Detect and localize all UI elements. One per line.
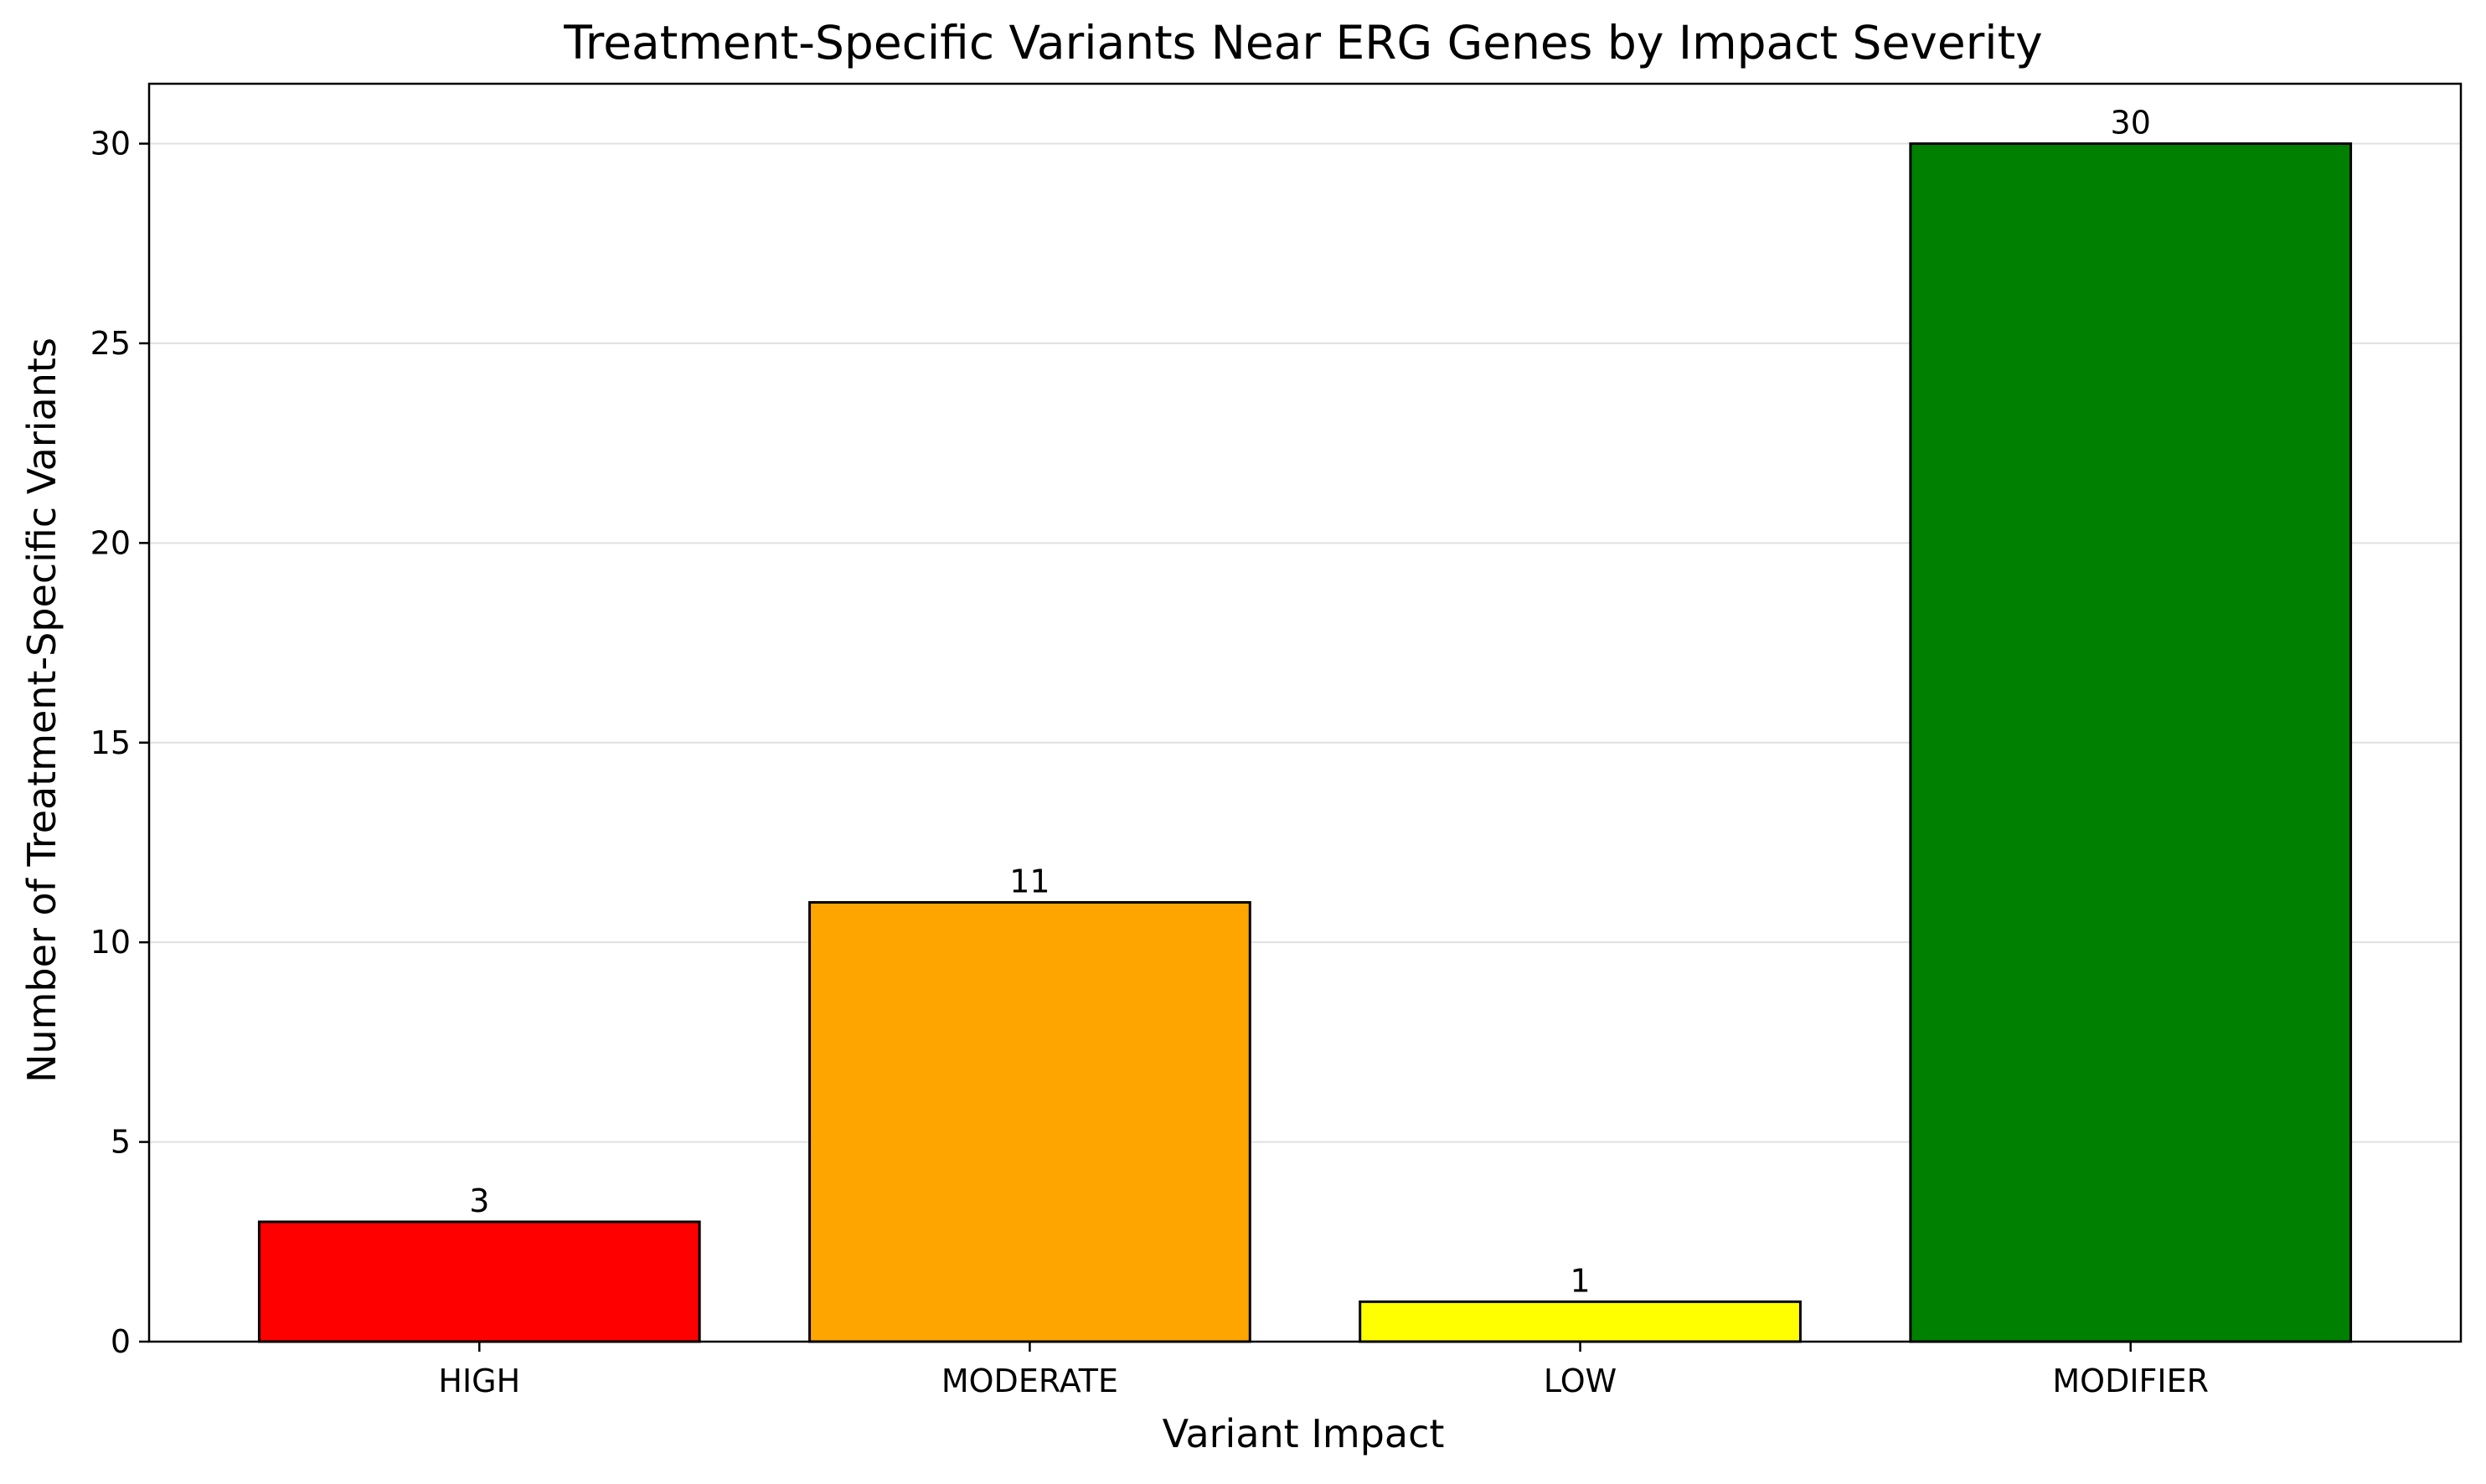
y-tick-label: 15 xyxy=(90,724,131,761)
bar-moderate xyxy=(808,900,1251,1343)
x-axis-ticks: HIGH MODERATE LOW MODIFIER xyxy=(438,1342,2209,1399)
bar-value-label: 3 xyxy=(469,1183,489,1219)
x-axis-label: Variant Impact xyxy=(1163,1411,1445,1456)
y-axis-ticks: 0 5 10 15 20 25 30 xyxy=(90,126,149,1360)
plot-area-frame xyxy=(147,82,2463,1343)
x-tick-label: LOW xyxy=(1544,1363,1617,1399)
bar-value-label: 11 xyxy=(1009,863,1050,899)
y-tick-label: 20 xyxy=(90,524,131,561)
bars xyxy=(257,142,2353,1343)
y-tick-label: 25 xyxy=(90,325,131,362)
y-tick-label: 30 xyxy=(90,126,131,162)
bar-modifier xyxy=(1909,142,2353,1343)
chart-title: Treatment-Specific Variants Near ERG Gen… xyxy=(563,16,2042,70)
bar-high xyxy=(257,1220,701,1343)
x-tick-label: MODERATE xyxy=(941,1363,1118,1399)
bar-value-label: 30 xyxy=(2111,105,2151,142)
bar-low xyxy=(1359,1300,1802,1343)
y-axis-label: Number of Treatment-Specific Variants xyxy=(19,338,64,1083)
y-tick-label: 10 xyxy=(90,924,131,961)
x-tick-label: MODIFIER xyxy=(2052,1363,2209,1399)
bar-value-label: 1 xyxy=(1570,1262,1590,1299)
x-tick-label: HIGH xyxy=(438,1363,520,1399)
y-tick-label: 5 xyxy=(111,1124,131,1161)
y-tick-label: 0 xyxy=(111,1323,131,1360)
